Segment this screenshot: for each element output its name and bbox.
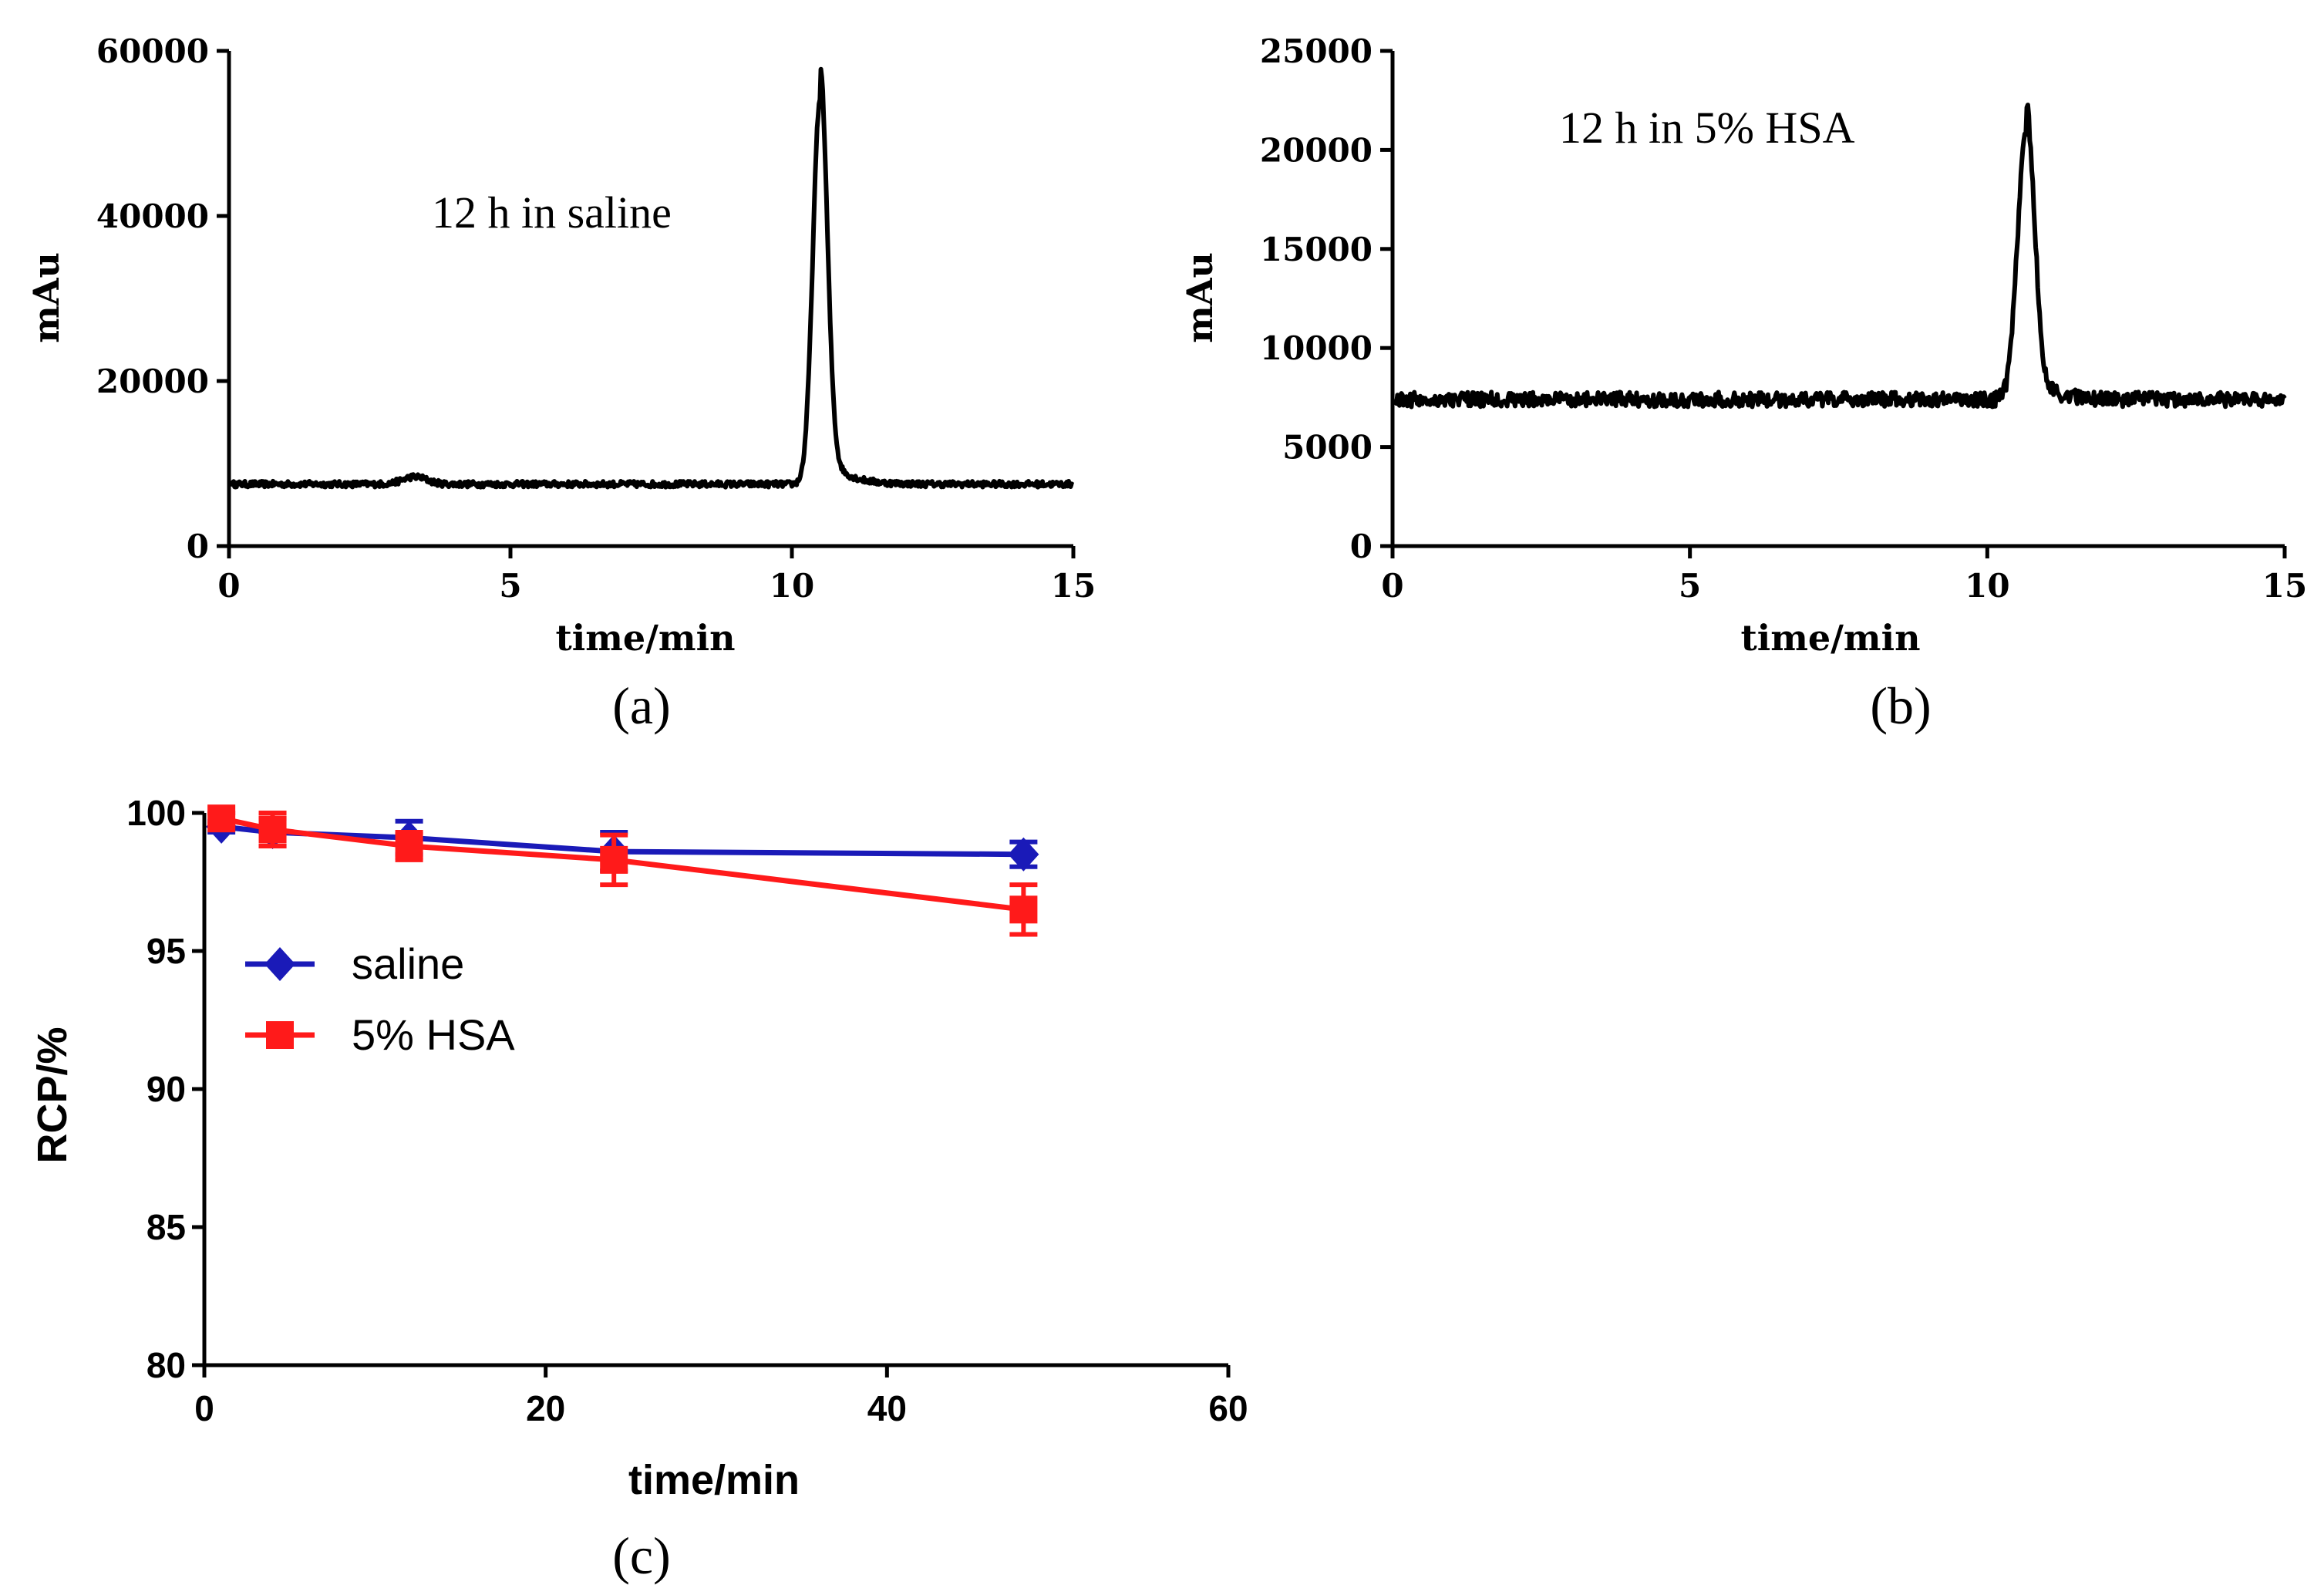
legend-marker-square <box>266 1021 294 1049</box>
panel-a-x-tick-label: 15 <box>1051 567 1096 605</box>
panel-b-tick-labels: 0 5 10 15 0 5000 10000 15000 20000 25000 <box>1260 32 2307 605</box>
panel-a-y-tick-label: 40000 <box>96 197 209 235</box>
panel-b-annotation: 12 h in 5% HSA <box>1559 103 1855 153</box>
panel-c-x-tick-label: 0 <box>194 1388 214 1428</box>
panel-c-x-tick-label: 40 <box>867 1388 907 1428</box>
panel-a-axes <box>217 49 1076 558</box>
legend-entry-5-hsa: 5% HSA <box>245 1010 515 1059</box>
panel-a-y-tick-label: 0 <box>187 528 209 565</box>
panel-c-legend: saline 5% HSA <box>245 939 515 1059</box>
panel-a-x-tick-label: 10 <box>770 567 814 605</box>
panel-b-x-tick-label: 10 <box>1965 567 2009 605</box>
panel-b-y-tick-label: 10000 <box>1260 329 1373 367</box>
panel-b-y-tick-label: 25000 <box>1260 32 1373 70</box>
data-point-square <box>207 804 236 833</box>
panel-c-y-tick-label: 95 <box>147 931 186 971</box>
panel-a-x-tick-label: 0 <box>217 567 240 605</box>
panel-a-x-axis-title: time/min <box>555 617 735 659</box>
panel-b-y-tick-label: 0 <box>1350 528 1373 565</box>
panel-b-x-tick-label: 5 <box>1679 567 1701 605</box>
panel-b-y-tick-label: 20000 <box>1260 131 1373 169</box>
panel-b-label: (b) <box>1870 676 1931 735</box>
panel-a-annotation: 12 h in saline <box>432 187 672 238</box>
panel-a-y-tick-label: 20000 <box>96 362 209 400</box>
legend-label: 5% HSA <box>352 1010 515 1059</box>
panel-c-tick-labels: 0 20 40 60 80 85 90 95 100 <box>126 793 1248 1428</box>
legend-label: saline <box>352 939 464 988</box>
chromatogram-panel-b: 0 5 10 15 0 5000 10000 15000 20000 25000 time/min… <box>1179 32 2307 735</box>
panel-b-chromatogram-trace <box>1393 103 2287 410</box>
panel-b-x-tick-label: 15 <box>2262 567 2307 605</box>
rcp-panel-c: 0 20 40 60 80 85 90 95 100 time/min RCP/% saline… <box>29 793 1248 1585</box>
panel-b-y-tick-label: 15000 <box>1260 231 1373 268</box>
panel-a-chromatogram-trace <box>229 66 1075 490</box>
panel-c-y-tick-label: 85 <box>147 1207 186 1247</box>
data-point-square <box>600 845 628 874</box>
panel-c-y-tick-label: 80 <box>147 1345 186 1385</box>
panel-c-x-tick-label: 60 <box>1208 1388 1248 1428</box>
panel-a-tick-labels: 0 5 10 15 0 20000 40000 60000 <box>96 32 1096 605</box>
data-point-square <box>395 831 423 860</box>
panel-c-label: (c) <box>612 1526 670 1585</box>
legend-marker-diamond <box>264 947 295 981</box>
panel-b-y-axis-title: mAu <box>1179 252 1221 343</box>
panel-c-y-axis-title: RCP/% <box>29 1027 76 1163</box>
panel-b-x-axis-title: time/min <box>1740 617 1920 659</box>
data-point-diamond <box>1008 837 1039 872</box>
panel-c-series <box>206 804 1039 937</box>
chromatogram-panel-a: 0 5 10 15 0 20000 40000 60000 time/min mAu 12 h… <box>25 32 1096 735</box>
panel-b-y-tick-label: 5000 <box>1282 429 1373 467</box>
panel-c-y-tick-label: 90 <box>147 1069 186 1109</box>
legend-entry-saline: saline <box>245 939 464 988</box>
panel-b-x-tick-label: 0 <box>1381 567 1403 605</box>
data-point-square <box>1009 895 1038 924</box>
data-point-square <box>258 815 287 844</box>
panel-c-y-tick-label: 100 <box>126 793 186 833</box>
series-5-hsa <box>207 804 1038 937</box>
panel-b-axes <box>1380 49 2287 558</box>
panel-a-y-tick-label: 60000 <box>96 32 209 70</box>
panel-a-x-tick-label: 5 <box>499 567 521 605</box>
panel-a-label: (a) <box>612 676 670 735</box>
panel-c-x-axis-title: time/min <box>628 1457 800 1503</box>
panel-c-x-tick-label: 20 <box>526 1388 565 1428</box>
panel-a-y-axis-title: mAu <box>25 252 67 343</box>
panel-c-axes <box>192 811 1231 1378</box>
